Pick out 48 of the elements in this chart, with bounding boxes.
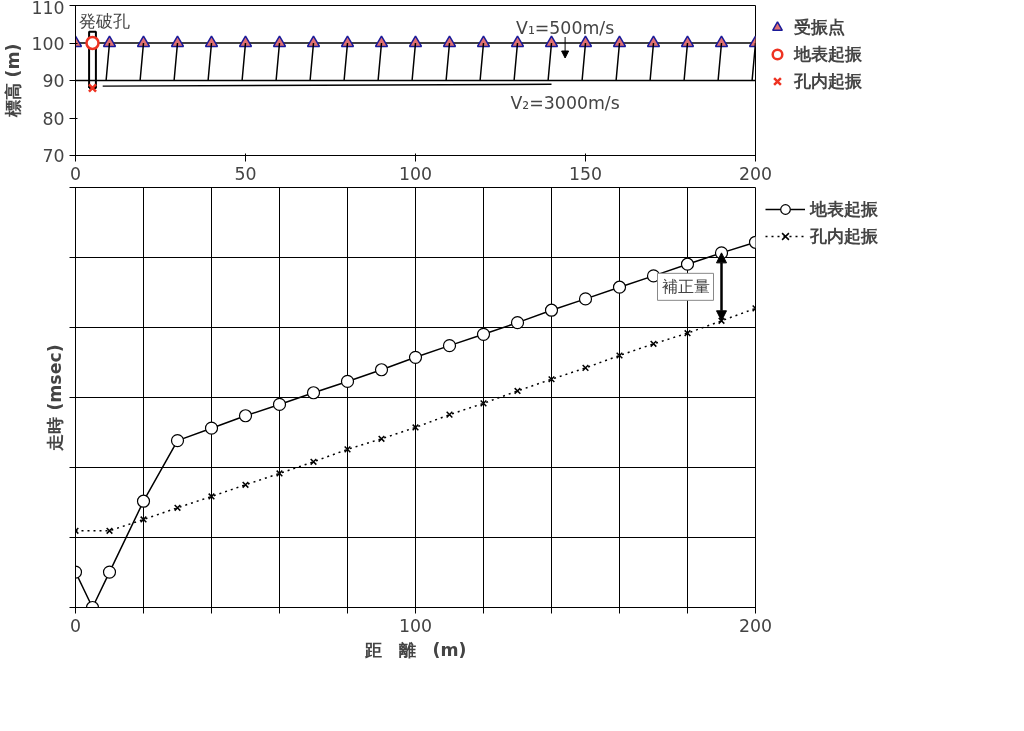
point <box>204 421 219 435</box>
point <box>275 469 284 478</box>
y-tick-label: 100 <box>31 33 65 54</box>
point <box>442 339 457 353</box>
point <box>238 409 253 423</box>
point <box>306 386 321 400</box>
point <box>170 434 185 448</box>
x-tick-label: 200 <box>738 615 773 636</box>
point <box>102 565 117 579</box>
y-axis-title: 走時 (msec) <box>44 344 65 452</box>
annotation: V₁=500m/s <box>516 18 615 38</box>
point <box>510 316 525 330</box>
y-tick-label: 110 <box>31 0 65 18</box>
x-tick-label: 50 <box>234 163 257 184</box>
y-tick-label: 80 <box>42 108 65 129</box>
x-tick-label: 100 <box>398 163 433 184</box>
point <box>581 364 590 372</box>
legend-label: 受振点 <box>794 16 845 39</box>
point <box>374 363 389 377</box>
x-tick-label: 0 <box>69 163 82 184</box>
legend-label: 地表起振 <box>794 43 862 66</box>
x-tick-label: 150 <box>568 163 603 184</box>
point <box>578 292 593 306</box>
annotation: 補正量 <box>661 277 710 297</box>
annotation: 発破孔 <box>78 10 130 31</box>
point <box>615 351 624 360</box>
point <box>272 397 287 412</box>
point <box>340 374 355 389</box>
point <box>408 350 423 364</box>
y-tick-label: 90 <box>42 71 65 91</box>
point <box>139 515 148 524</box>
legend-label: 孔内起振 <box>810 225 878 248</box>
point <box>612 280 627 294</box>
point <box>207 492 216 501</box>
point <box>476 327 491 341</box>
x-tick-label: 0 <box>69 615 82 636</box>
y-tick-label: 70 <box>42 146 65 166</box>
x-tick-label: 100 <box>398 615 433 636</box>
x-tick-label: 200 <box>738 163 773 184</box>
point <box>513 387 522 395</box>
point <box>680 257 695 271</box>
y-axis-title: 標高 (m) <box>3 43 24 119</box>
x-axis-title: 距 離 (m) <box>363 639 467 660</box>
legend-label: 孔内起振 <box>794 70 862 93</box>
point <box>544 303 559 317</box>
annotation: V₂=3000m/s <box>510 93 620 113</box>
legend-label: 地表起振 <box>810 198 878 221</box>
point <box>136 494 151 508</box>
